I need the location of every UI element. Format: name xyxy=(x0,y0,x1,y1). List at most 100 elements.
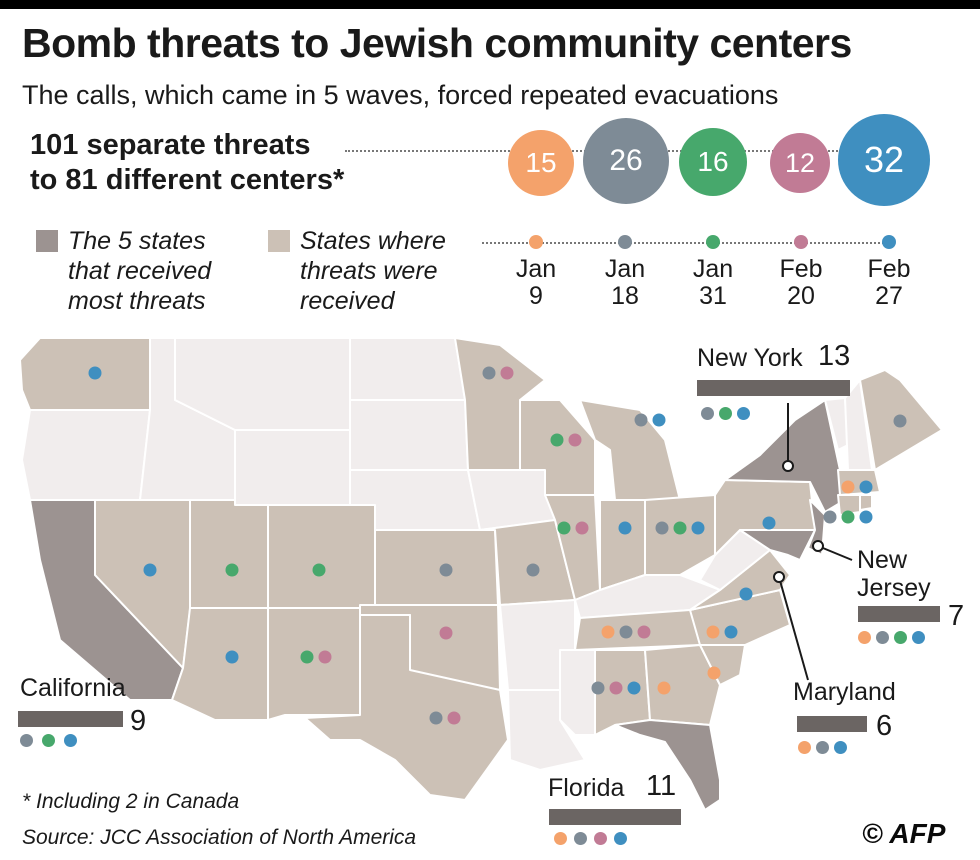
callout-new-jersey-bar xyxy=(858,606,940,622)
callout-maryland-dot-2 xyxy=(816,741,829,754)
state-new-mexico xyxy=(267,607,361,721)
wave-2-dot xyxy=(618,235,632,249)
callout-california-name: California xyxy=(20,674,126,702)
callout-florida-dot-2 xyxy=(574,832,587,845)
state-florida xyxy=(614,719,721,811)
map-dot-illinois-wave4 xyxy=(575,521,589,535)
map-dot-tennessee-wave1 xyxy=(601,625,615,639)
wave-1-month: Jan xyxy=(515,255,557,283)
map-dot-north-carolina-wave1 xyxy=(706,625,720,639)
legend-top-states-line2: that received xyxy=(68,257,212,285)
callout-new-york-dot-1 xyxy=(701,407,714,420)
map-dot-arizona-wave5 xyxy=(225,650,239,664)
map-dot-missouri-wave2 xyxy=(526,563,540,577)
state-colorado xyxy=(267,504,376,609)
wave-1-dot xyxy=(529,235,543,249)
state-oregon xyxy=(21,409,151,501)
callout-california-dot-1 xyxy=(20,734,33,747)
map-dot-massachusetts-wave1 xyxy=(841,480,855,494)
state-ohio xyxy=(644,494,716,576)
callout-florida-dot-3 xyxy=(594,832,607,845)
total-threats-line1: 101 separate threats xyxy=(30,129,311,161)
legend-threat-states-line2: threats were xyxy=(300,257,438,285)
state-kansas xyxy=(374,529,499,606)
callout-maryland-name: Maryland xyxy=(793,678,896,706)
callout-maryland-bar xyxy=(797,716,867,732)
callout-new-york-dot-3 xyxy=(737,407,750,420)
callout-california-count: 9 xyxy=(130,705,147,737)
total-threats-line2: to 81 different centers* xyxy=(30,164,345,196)
wave-2-day: 18 xyxy=(611,282,639,310)
callout-new-jersey-name: New Jersey xyxy=(857,546,931,602)
map-dot-indiana-wave5 xyxy=(618,521,632,535)
wave-5-count: 32 xyxy=(863,139,905,180)
callout-new-york-bar xyxy=(697,380,850,396)
callout-new-jersey-name-line1: New xyxy=(857,546,908,574)
map-dot-alabama-wave4 xyxy=(609,681,623,695)
legend-top-states-line3: most threats xyxy=(68,287,206,315)
wave-4-dot xyxy=(794,235,808,249)
callout-florida-bar xyxy=(549,809,681,825)
wave-3-month: Jan xyxy=(692,255,734,283)
map-dot-connecticut-wave5 xyxy=(859,510,873,524)
state-maryland xyxy=(739,529,816,561)
map-dot-michigan-wave5 xyxy=(652,413,666,427)
wave-4-day: 20 xyxy=(787,282,815,310)
callout-california-dot-3 xyxy=(64,734,77,747)
map-dot-alabama-wave2 xyxy=(591,681,605,695)
map-dot-minnesota-wave4 xyxy=(500,366,514,380)
wave-2-month: Jan xyxy=(604,255,646,283)
wave-5-date: Feb 27 xyxy=(849,256,929,310)
map-dot-new-mexico-wave4 xyxy=(318,650,332,664)
map-dot-virginia-wave5 xyxy=(739,587,753,601)
callout-maryland-count: 6 xyxy=(876,710,893,742)
callout-florida-dot-1 xyxy=(554,832,567,845)
wave-4-date: Feb 20 xyxy=(761,256,841,310)
map-dot-alabama-wave5 xyxy=(627,681,641,695)
map-dot-nevada-wave5 xyxy=(143,563,157,577)
callout-new-jersey-dot-3 xyxy=(894,631,907,644)
source-note: Source: JCC Association of North America xyxy=(22,826,417,849)
wave-5-month: Feb xyxy=(867,255,911,283)
legend-threat-states-swatch xyxy=(268,230,290,252)
wave-2-date: Jan 18 xyxy=(585,256,665,310)
callout-new-york-count: 13 xyxy=(818,340,851,372)
map-dot-connecticut-wave3 xyxy=(841,510,855,524)
map-dot-illinois-wave3 xyxy=(557,521,571,535)
wave-4-count: 12 xyxy=(784,147,816,178)
wave-4-month: Feb xyxy=(779,255,823,283)
map-dot-tennessee-wave4 xyxy=(637,625,651,639)
wave-4-count-bubble: 12 xyxy=(770,133,830,193)
callout-florida-name: Florida xyxy=(548,774,625,802)
callout-new-york-dot-2 xyxy=(719,407,732,420)
wave-5-day: 27 xyxy=(875,282,903,310)
map-dot-texas-wave4 xyxy=(447,711,461,725)
callout-new-york-name: New York xyxy=(697,344,803,372)
callout-florida-count: 11 xyxy=(646,770,677,802)
map-dot-colorado-wave3 xyxy=(312,563,326,577)
map-dot-wisconsin-wave4 xyxy=(568,433,582,447)
callout-florida-dot-4 xyxy=(614,832,627,845)
map-dot-wisconsin-wave3 xyxy=(550,433,564,447)
callout-california-bar xyxy=(18,711,123,727)
page-title: Bomb threats to Jewish community centers xyxy=(22,20,852,66)
wave-2-count: 26 xyxy=(609,144,643,177)
map-dot-washington-wave5 xyxy=(88,366,102,380)
wave-1-count-bubble: 15 xyxy=(508,130,574,196)
callout-new-jersey-name-line2: Jersey xyxy=(857,574,931,602)
wave-3-day: 31 xyxy=(699,282,727,310)
legend-top-states: The 5 states that received most threats xyxy=(68,226,211,316)
callout-new-jersey-dot-2 xyxy=(876,631,889,644)
map-dot-texas-wave2 xyxy=(429,711,443,725)
footnote: * Including 2 in Canada xyxy=(22,790,240,813)
top-bar xyxy=(0,0,980,9)
wave-1-count: 15 xyxy=(525,147,557,178)
state-georgia xyxy=(644,644,721,726)
afp-credit: © AFP xyxy=(862,818,946,849)
map-dot-michigan-wave2 xyxy=(634,413,648,427)
wave-5-dot xyxy=(882,235,896,249)
callout-new-jersey-dot-4 xyxy=(912,631,925,644)
callout-california-dot-2 xyxy=(42,734,55,747)
state-mississippi xyxy=(559,649,596,736)
wave-date-leader-line xyxy=(482,242,892,244)
